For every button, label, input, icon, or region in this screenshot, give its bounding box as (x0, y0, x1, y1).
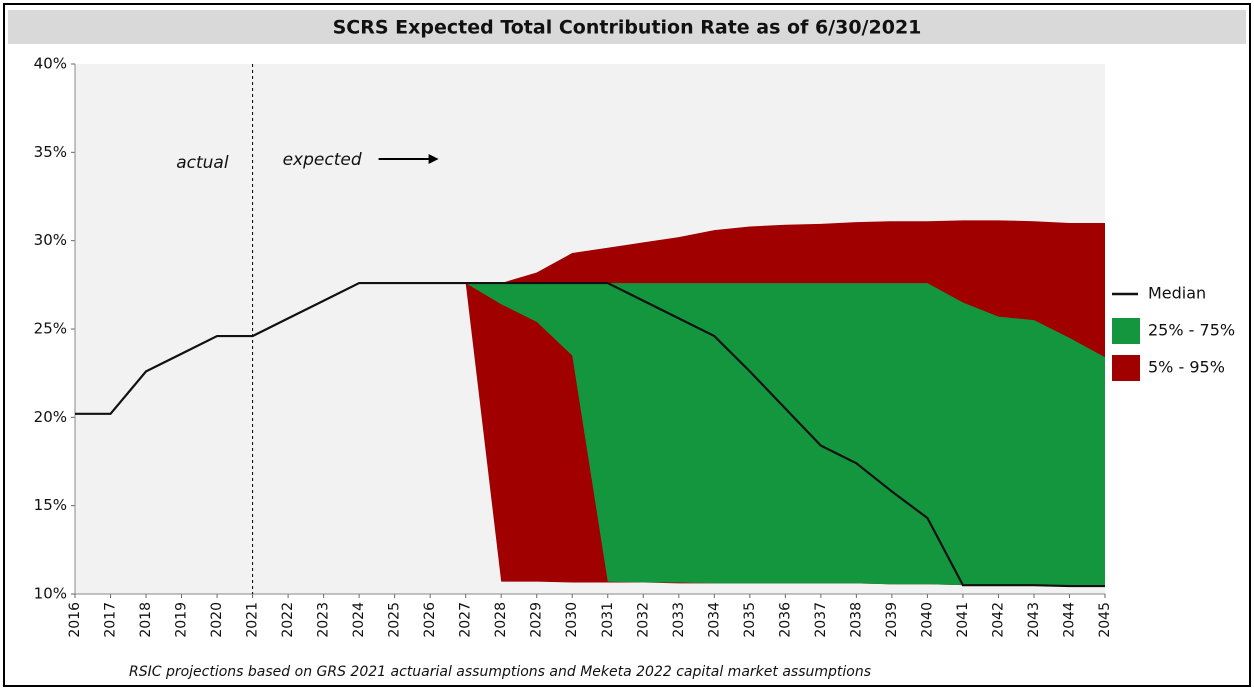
x-tick-label: 2038 (848, 602, 864, 638)
x-tick-label: 2023 (316, 602, 332, 638)
x-tick-label: 2030 (564, 602, 580, 638)
median-line (75, 281, 1105, 588)
legend-label: Median (1148, 284, 1206, 303)
annotation: actual (176, 153, 229, 173)
x-tick-label: 2033 (671, 602, 687, 638)
x-tick-label: 2025 (387, 602, 403, 638)
x-tick-label: 2031 (600, 602, 616, 638)
x-tick-label: 2027 (458, 602, 474, 638)
x-tick-label: 2020 (209, 602, 225, 638)
x-tick-label: 2037 (813, 602, 829, 638)
x-tick-label: 2041 (955, 602, 971, 638)
x-tick-label: 2017 (103, 602, 119, 638)
y-tick-label: 20% (34, 408, 67, 426)
x-tick-label: 2029 (529, 602, 545, 638)
x-tick-label: 2034 (706, 602, 722, 638)
x-tick-label: 2016 (67, 602, 83, 638)
x-tick-label: 2019 (174, 602, 190, 638)
y-tick-label: 35% (34, 143, 67, 161)
y-tick-label: 15% (34, 496, 67, 514)
x-tick-label: 2018 (138, 602, 154, 638)
y-tick-label: 10% (34, 585, 67, 603)
x-tick-label: 2021 (245, 602, 261, 638)
title-bar (8, 10, 1246, 44)
x-tick-label: 2036 (777, 602, 793, 638)
x-tick-label: 2026 (422, 602, 438, 638)
legend-swatch (1112, 355, 1140, 381)
legend-label: 5% - 95% (1148, 358, 1225, 377)
x-tick-label: 2032 (635, 602, 651, 638)
annotation: expected (283, 150, 362, 170)
x-tick-label: 2044 (1061, 602, 1077, 638)
legend-swatch (1112, 318, 1140, 344)
chart-title: SCRS Expected Total Contribution Rate as… (333, 17, 922, 39)
x-tick-label: 2028 (493, 602, 509, 638)
y-tick-label: 30% (34, 231, 67, 249)
y-tick-label: 25% (34, 320, 67, 338)
legend-label: 25% - 75% (1148, 321, 1235, 340)
x-tick-label: 2043 (1026, 602, 1042, 638)
x-tick-label: 2045 (1097, 602, 1113, 638)
x-tick-label: 2040 (919, 602, 935, 638)
x-tick-label: 2039 (884, 602, 900, 638)
x-tick-label: 2024 (351, 602, 367, 638)
footnote: RSIC projections based on GRS 2021 actua… (129, 664, 871, 680)
x-tick-label: 2042 (990, 602, 1006, 638)
y-tick-label: 40% (34, 55, 67, 73)
arrow-head (428, 154, 439, 164)
x-tick-label: 2035 (742, 602, 758, 638)
x-tick-label: 2022 (280, 602, 296, 638)
band-area (465, 283, 1105, 586)
